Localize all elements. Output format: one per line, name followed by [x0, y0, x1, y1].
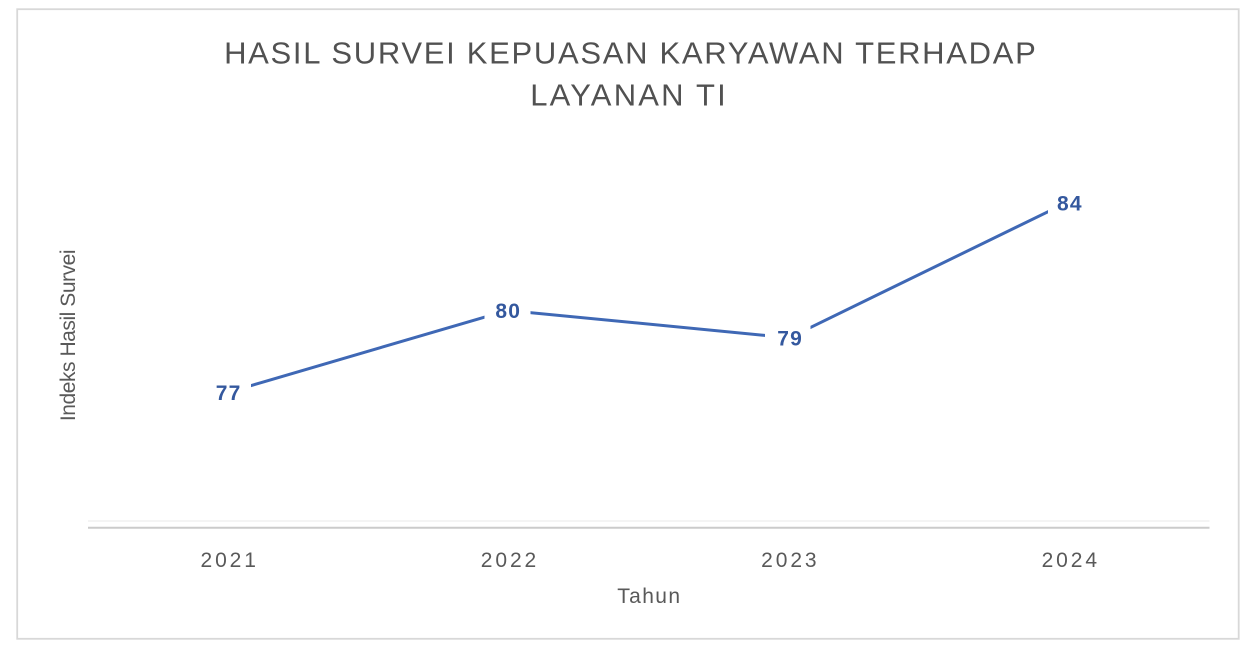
svg-text:2024: 2024 [1042, 549, 1100, 572]
svg-text:84: 84 [1057, 193, 1083, 216]
svg-text:HASIL SURVEI KEPUASAN KARYAWAN: HASIL SURVEI KEPUASAN KARYAWAN TERHADAP [224, 36, 1037, 71]
svg-text:LAYANAN TI: LAYANAN TI [530, 78, 728, 113]
svg-text:2021: 2021 [200, 549, 258, 572]
svg-text:79: 79 [777, 328, 803, 351]
svg-text:77: 77 [216, 382, 242, 405]
svg-text:80: 80 [495, 300, 521, 323]
svg-text:Tahun: Tahun [617, 585, 681, 608]
svg-text:2022: 2022 [481, 549, 539, 572]
svg-text:Indeks Hasil Survei: Indeks Hasil Survei [57, 250, 80, 421]
svg-text:2023: 2023 [761, 549, 819, 572]
